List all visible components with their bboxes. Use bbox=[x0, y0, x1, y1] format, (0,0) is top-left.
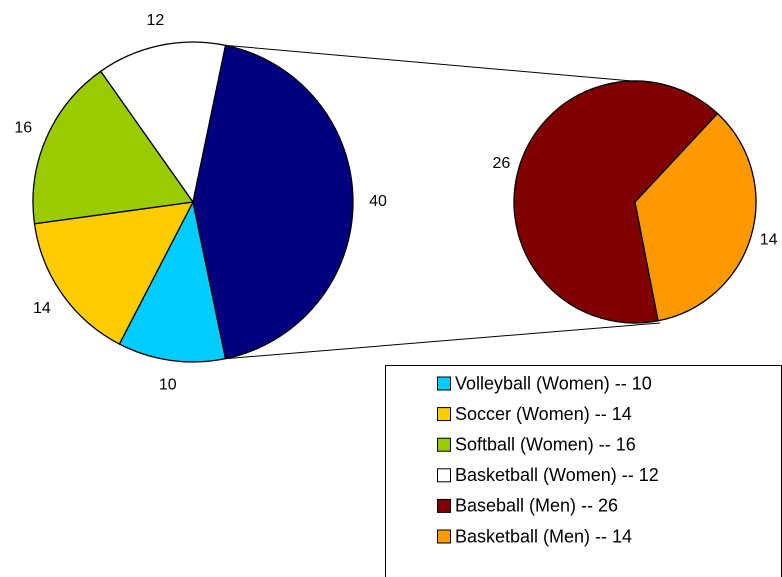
connector-line bbox=[225, 322, 661, 360]
legend-label: Basketball (Women) -- 12 bbox=[455, 465, 659, 485]
legend-swatch bbox=[437, 468, 451, 483]
pie-slice bbox=[32, 70, 195, 225]
legend-label: Baseball (Men) -- 26 bbox=[455, 496, 618, 516]
legend-swatch bbox=[437, 529, 451, 544]
data-label: 14 bbox=[33, 300, 51, 317]
legend-swatch bbox=[437, 376, 451, 391]
legend-swatch bbox=[437, 498, 451, 513]
data-label: 16 bbox=[14, 120, 32, 137]
data-label: 40 bbox=[369, 193, 387, 210]
pie-slice bbox=[118, 200, 227, 363]
legend-label: Volleyball (Women) -- 10 bbox=[455, 373, 652, 393]
legend-label: Soccer (Women) -- 14 bbox=[455, 404, 632, 424]
pie-slice bbox=[192, 44, 354, 360]
connector-line bbox=[225, 44, 633, 82]
legend-label: Basketball (Men) -- 14 bbox=[455, 526, 632, 546]
pie-slice bbox=[513, 80, 719, 324]
legend-swatch bbox=[437, 437, 451, 452]
legend-swatch bbox=[437, 407, 451, 422]
pie-slice bbox=[33, 201, 195, 345]
data-label: 26 bbox=[492, 155, 510, 172]
legend-label: Softball (Women) -- 16 bbox=[455, 434, 636, 454]
pie-slice bbox=[99, 41, 227, 204]
data-label: 12 bbox=[146, 12, 164, 29]
legend-box bbox=[385, 365, 782, 577]
pie-slice bbox=[634, 112, 757, 322]
data-label: 14 bbox=[760, 232, 778, 249]
data-label: 10 bbox=[159, 376, 177, 393]
